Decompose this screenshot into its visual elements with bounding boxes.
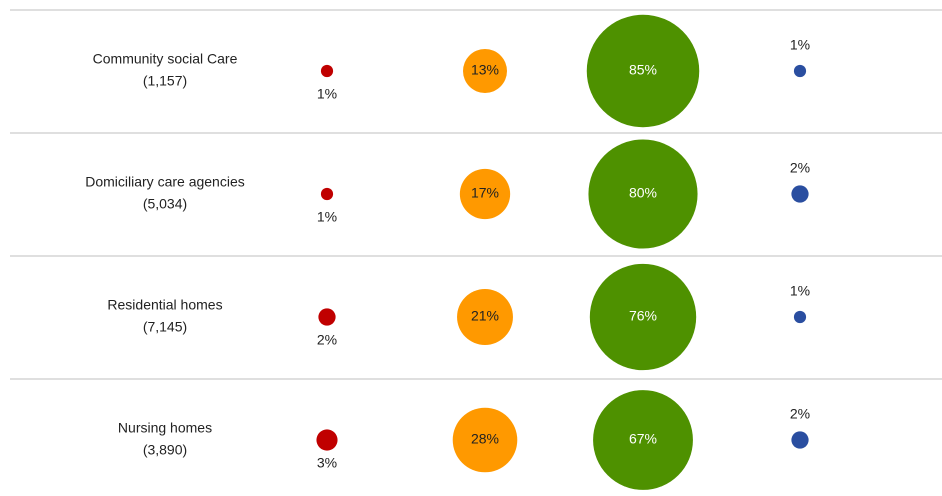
value-label: 21% (471, 308, 499, 324)
bubble (463, 49, 507, 93)
bubble (457, 289, 513, 345)
category-label: Residential homes (107, 297, 222, 313)
value-label: 1% (317, 209, 337, 225)
value-label: 85% (629, 62, 657, 78)
value-label: 80% (629, 185, 657, 201)
bubble (589, 263, 697, 371)
bubble (791, 185, 809, 203)
value-label: 1% (790, 283, 810, 299)
value-label: 28% (471, 431, 499, 447)
value-label: 2% (790, 406, 810, 422)
value-label: 13% (471, 62, 499, 78)
count-label: (1,157) (143, 73, 187, 89)
bubble (793, 310, 807, 324)
count-label: (5,034) (143, 196, 187, 212)
bubble (320, 64, 334, 78)
count-label: (7,145) (143, 319, 187, 335)
value-label: 2% (790, 160, 810, 176)
bubble (320, 187, 334, 201)
value-label: 3% (317, 455, 337, 471)
value-label: 17% (471, 185, 499, 201)
value-label: 67% (629, 431, 657, 447)
bubble (452, 407, 518, 473)
category-label: Community social Care (93, 51, 238, 67)
category-label: Nursing homes (118, 420, 212, 436)
value-label: 1% (317, 86, 337, 102)
bubble (593, 390, 693, 490)
category-label: Domiciliary care agencies (85, 174, 245, 190)
bubble (588, 139, 698, 249)
bubble (791, 431, 809, 449)
value-label: 1% (790, 37, 810, 53)
bubble (586, 14, 700, 128)
bubble (316, 429, 338, 451)
count-label: (3,890) (143, 442, 187, 458)
bubble (459, 168, 511, 220)
bubble (318, 308, 336, 326)
value-label: 2% (317, 332, 337, 348)
bubble (793, 64, 807, 78)
value-label: 76% (629, 308, 657, 324)
